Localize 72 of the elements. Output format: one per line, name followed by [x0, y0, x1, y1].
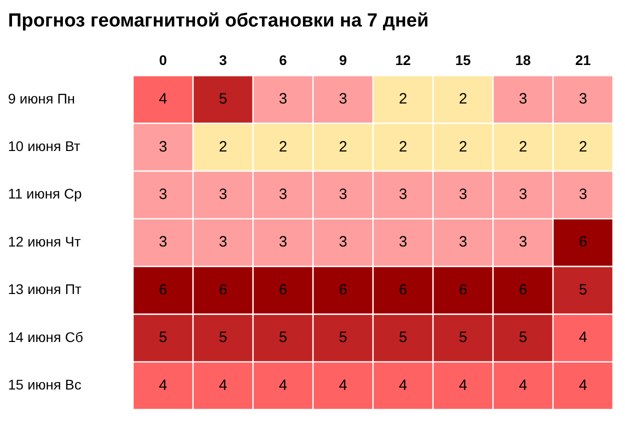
- y-tick-label: 12 июня Чт: [8, 233, 82, 250]
- data-label: 3: [278, 90, 288, 108]
- data-label: 2: [398, 138, 408, 156]
- data-label: 4: [578, 329, 588, 346]
- data-label: 5: [518, 329, 528, 346]
- data-label: 3: [158, 234, 168, 251]
- data-label: 4: [578, 376, 588, 394]
- data-label: 3: [398, 234, 408, 251]
- data-label: 4: [518, 376, 528, 394]
- data-label: 6: [398, 281, 408, 298]
- data-label: 6: [338, 281, 348, 298]
- data-label: 3: [218, 234, 228, 251]
- data-label: 4: [278, 376, 288, 394]
- data-label: 6: [218, 281, 228, 298]
- data-label: 3: [158, 138, 168, 156]
- data-label: 3: [518, 186, 528, 204]
- x-tick-label: 21: [575, 52, 591, 68]
- data-label: 3: [338, 90, 348, 108]
- data-label: 3: [278, 234, 288, 251]
- data-label: 5: [338, 329, 348, 346]
- data-label: 4: [218, 376, 228, 394]
- data-label: 3: [458, 186, 468, 204]
- data-label: 6: [578, 234, 588, 251]
- data-label: 2: [338, 138, 348, 156]
- data-label: 2: [218, 138, 228, 156]
- data-label: 3: [278, 186, 288, 204]
- data-label: 4: [458, 376, 468, 394]
- x-tick-label: 18: [515, 52, 531, 68]
- x-tick-label: 6: [279, 52, 288, 68]
- data-label: 2: [458, 138, 468, 156]
- data-label: 6: [518, 281, 528, 298]
- data-label: 3: [338, 186, 348, 204]
- x-tick-label: 15: [455, 52, 471, 68]
- data-label: 3: [218, 186, 228, 204]
- y-tick-label: 9 июня Пн: [8, 90, 75, 106]
- y-tick-label: 15 июня Вс: [8, 376, 82, 393]
- data-label: 2: [398, 90, 408, 108]
- data-label: 4: [158, 90, 168, 108]
- data-label: 3: [398, 186, 408, 204]
- data-label: 4: [158, 376, 168, 394]
- x-tick-label: 0: [159, 52, 168, 68]
- data-label: 3: [518, 234, 528, 251]
- data-label: 2: [518, 138, 528, 156]
- chart-title: Прогноз геомагнитной обстановки на 7 дней: [8, 10, 429, 32]
- y-tick-label: 11 июня Ср: [8, 186, 82, 202]
- data-label: 2: [458, 90, 468, 108]
- data-label: 5: [218, 90, 228, 108]
- data-label: 4: [338, 376, 348, 394]
- data-label: 5: [158, 329, 168, 346]
- data-label: 6: [458, 281, 468, 298]
- data-label: 5: [578, 281, 588, 298]
- data-label: 2: [578, 138, 588, 156]
- data-label: 3: [158, 186, 168, 204]
- data-label: 6: [158, 281, 168, 298]
- y-tick-label: 14 июня Сб: [8, 328, 84, 345]
- data-label: 5: [398, 329, 408, 346]
- data-label: 3: [578, 186, 588, 204]
- x-tick-label: 3: [219, 52, 228, 68]
- data-label: 2: [278, 138, 288, 156]
- data-label: 3: [458, 234, 468, 251]
- y-tick-label: 13 июня Пт: [8, 281, 82, 298]
- data-label: 4: [398, 376, 408, 394]
- data-label: 3: [578, 90, 588, 108]
- x-tick-label: 12: [395, 52, 411, 68]
- y-tick-label: 10 июня Вт: [8, 138, 81, 154]
- data-label: 5: [458, 329, 468, 346]
- data-label: 5: [218, 329, 228, 346]
- data-label: 3: [338, 234, 348, 251]
- data-label: 5: [278, 329, 288, 346]
- x-tick-label: 9: [339, 52, 348, 68]
- data-label: 3: [518, 90, 528, 108]
- data-label: 6: [278, 281, 288, 298]
